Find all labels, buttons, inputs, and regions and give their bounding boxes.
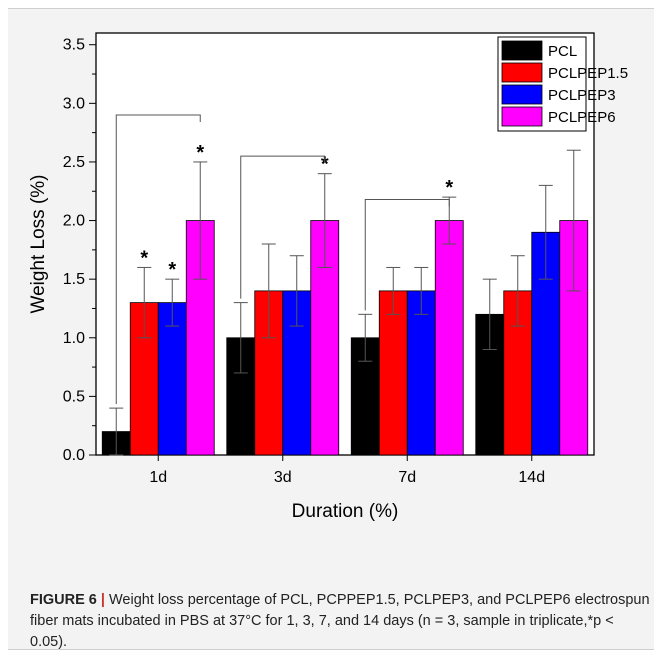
y-tick-label: 3.5 [63,37,85,54]
significance-marker: * [196,142,204,164]
legend-entry: PCLPEP3 [548,87,616,104]
y-tick-label: 1.0 [63,330,85,347]
legend-entry: PCL [548,43,577,60]
y-tick-label: 2.5 [63,154,85,171]
y-tick-label: 0.5 [63,388,85,405]
comparison-bracket [115,114,201,405]
legend-swatch [501,40,543,61]
significance-marker: * [168,259,176,281]
bar [157,302,187,456]
y-tick-label: 3.0 [63,95,85,112]
y-tick-label: 2.0 [63,213,85,230]
y-tick-label: 1.5 [63,271,85,288]
bar [378,290,408,456]
significance-marker: * [321,154,329,176]
bar [434,220,464,456]
x-tick-label: 14d [518,469,545,486]
x-tick-label: 7d [398,469,416,486]
legend-swatch [501,84,543,105]
significance-marker: * [140,247,148,269]
comparison-bracket [240,155,326,299]
y-tick-label: 0.0 [63,447,85,464]
x-tick-label: 3d [274,469,292,486]
legend-entry: PCLPEP6 [548,109,616,126]
caption-text: Weight loss percentage of PCL, PCPPEP1.5… [30,592,650,650]
significance-marker: * [445,177,453,199]
comparison-bracket [364,198,450,311]
legend-swatch [501,62,543,83]
x-axis-title: Duration (%) [292,501,399,522]
legend-entry: PCLPEP1.5 [548,65,628,82]
legend-swatch [501,106,543,127]
figure-frame: 0.0 0.5 1.0 1.5 2.0 2.5 3.0 3.5 1d 3d 7d 14d * * * * * PC… [8,8,654,650]
figure-caption: FIGURE 6 | Weight loss percentage of PCL… [30,590,650,653]
weight-loss-bar-chart: 0.0 0.5 1.0 1.5 2.0 2.5 3.0 3.5 1d 3d 7d 14d * * * * * PC… [28,32,628,522]
bar [406,290,436,456]
caption-label: FIGURE 6 [30,592,97,608]
caption-separator: | [100,592,105,608]
x-tick-label: 1d [149,469,167,486]
y-axis-title: Weight Loss (%) [28,174,49,313]
